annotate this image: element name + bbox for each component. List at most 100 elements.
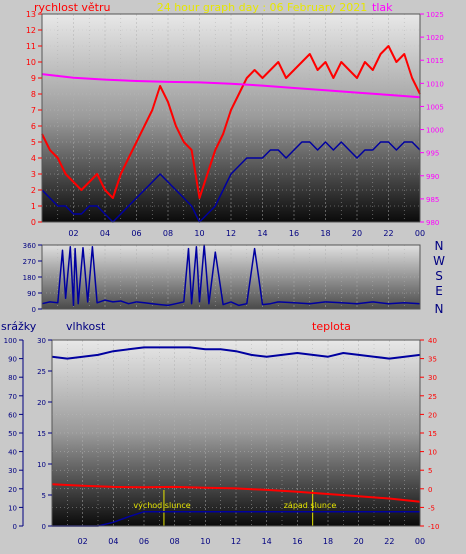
humidity-axis-tick-label: 15 bbox=[37, 430, 46, 438]
x-axis-tick-label: 20 bbox=[352, 229, 362, 238]
rain-axis-tick-label: 0 bbox=[13, 523, 17, 531]
temperature-axis-tick-label: 40 bbox=[428, 337, 437, 345]
temperature-axis-tick-label: 10 bbox=[428, 449, 437, 457]
temperature-axis-tick-label: 15 bbox=[428, 430, 437, 438]
x-axis-tick-label: 00 bbox=[415, 537, 425, 546]
rain-label: srážky bbox=[1, 320, 37, 333]
rain-axis-tick-label: 90 bbox=[8, 356, 17, 364]
right-axis-tick-label: 1020 bbox=[426, 34, 444, 42]
x-axis-tick-label: 22 bbox=[384, 537, 394, 546]
x-axis-tick-label: 20 bbox=[354, 537, 364, 546]
x-axis-tick-label: 16 bbox=[292, 537, 302, 546]
x-axis-tick-label: 08 bbox=[163, 229, 173, 238]
x-axis-tick-label: 18 bbox=[320, 229, 330, 238]
compass-label-s: S bbox=[435, 269, 443, 283]
rain-axis-tick-label: 100 bbox=[4, 337, 17, 345]
temperature-axis-tick-label: -10 bbox=[428, 523, 439, 531]
compass-label-e: E bbox=[435, 284, 443, 298]
right-axis-tick-label: 1015 bbox=[426, 57, 444, 65]
left-axis-tick-label: 12 bbox=[26, 26, 36, 35]
direction-axis-tick-label: 360 bbox=[23, 242, 36, 250]
left-axis-tick-label: 6 bbox=[31, 122, 36, 131]
right-axis-tick-label: 990 bbox=[426, 173, 439, 181]
left-axis-tick-label: 5 bbox=[31, 138, 36, 147]
left-axis-tick-label: 0 bbox=[31, 218, 36, 227]
temperature-axis-tick-label: -5 bbox=[428, 504, 435, 512]
x-axis-tick-label: 14 bbox=[257, 229, 267, 238]
right-axis-tick-label: 995 bbox=[426, 150, 439, 158]
humidity-panel-axes: 0102030405060708090100051015202530-10-50… bbox=[4, 337, 440, 546]
wind-panel-grid bbox=[42, 14, 421, 222]
x-axis-tick-label: 16 bbox=[289, 229, 299, 238]
left-axis-tick-label: 3 bbox=[31, 170, 36, 179]
rain-axis-tick-label: 20 bbox=[8, 486, 17, 494]
x-axis-tick-label: 10 bbox=[200, 537, 210, 546]
right-axis-tick-label: 980 bbox=[426, 219, 439, 227]
rain-axis-tick-label: 30 bbox=[8, 467, 17, 475]
x-axis-tick-label: 18 bbox=[323, 537, 333, 546]
humidity-label: vlhkost bbox=[66, 320, 106, 333]
left-axis-tick-label: 11 bbox=[26, 42, 36, 51]
pressure-line bbox=[41, 73, 421, 99]
left-axis-tick-label: 13 bbox=[26, 10, 36, 19]
wind-speed-line bbox=[41, 141, 421, 223]
x-axis-tick-label: 06 bbox=[131, 229, 141, 238]
x-axis-tick-label: 00 bbox=[415, 229, 425, 238]
right-axis-tick-label: 985 bbox=[426, 196, 439, 204]
temperature-axis-tick-label: 30 bbox=[428, 374, 437, 382]
compass-label-n2: N bbox=[435, 302, 444, 316]
humidity-line bbox=[51, 346, 421, 360]
wind-direction-line bbox=[41, 244, 421, 307]
x-axis-tick-label: 14 bbox=[262, 537, 272, 546]
temperature-line bbox=[51, 483, 421, 503]
right-axis-tick-label: 1000 bbox=[426, 127, 444, 135]
right-axis-tick-label: 1010 bbox=[426, 80, 444, 88]
wind-panel-frame bbox=[41, 13, 421, 223]
humidity-axis-tick-label: 5 bbox=[42, 492, 46, 500]
x-axis-tick-label: 10 bbox=[194, 229, 204, 238]
humidity-panel-grid bbox=[52, 340, 421, 526]
sun-markers bbox=[163, 490, 314, 526]
direction-axis-tick-label: 0 bbox=[32, 306, 36, 314]
temperature-axis-tick-label: 35 bbox=[428, 356, 437, 364]
temperature-axis-tick-label: 20 bbox=[428, 411, 437, 419]
wind-panel-series bbox=[41, 45, 421, 223]
pressure-label: tlak bbox=[372, 1, 393, 14]
rain-axis-tick-label: 40 bbox=[8, 449, 17, 457]
x-axis-tick-label: 08 bbox=[170, 537, 180, 546]
rain-axis-tick-label: 80 bbox=[8, 374, 17, 382]
left-axis-tick-label: 1 bbox=[31, 202, 36, 211]
left-axis-tick-label: 8 bbox=[31, 90, 36, 99]
x-axis-tick-label: 04 bbox=[108, 537, 118, 546]
x-axis-tick-label: 02 bbox=[68, 229, 78, 238]
right-axis-tick-label: 1025 bbox=[426, 11, 444, 19]
direction-panel-axes: 0 90 180 270 360 bbox=[23, 242, 42, 314]
direction-panel-series bbox=[41, 244, 421, 307]
x-axis-tick-label: 12 bbox=[231, 537, 241, 546]
humidity-axis-tick-label: 30 bbox=[37, 337, 46, 345]
humidity-axis-tick-label: 0 bbox=[42, 523, 46, 531]
rain-axis-tick-label: 70 bbox=[8, 393, 17, 401]
temperature-axis-tick-label: 25 bbox=[428, 393, 437, 401]
compass-labels: N W S E N bbox=[433, 239, 445, 316]
graph-title: 24 hour graph day : 06 February 2021 bbox=[157, 1, 368, 14]
x-axis-tick-label: 12 bbox=[226, 229, 236, 238]
left-axis-tick-label: 10 bbox=[26, 58, 36, 67]
direction-axis-tick-label: 270 bbox=[23, 258, 36, 266]
wind-speed-label: rychlost větru bbox=[34, 1, 110, 14]
left-axis-tick-label: 9 bbox=[31, 74, 36, 83]
x-axis-tick-label: 04 bbox=[100, 229, 110, 238]
gust-line bbox=[41, 45, 421, 199]
left-axis-tick-label: 2 bbox=[31, 186, 36, 195]
humidity-axis-tick-label: 10 bbox=[37, 461, 46, 469]
left-axis-tick-label: 4 bbox=[31, 154, 36, 163]
right-axis-tick-label: 1005 bbox=[426, 103, 444, 111]
temperature-label: teplota bbox=[312, 320, 351, 333]
temperature-axis-tick-label: 0 bbox=[428, 486, 432, 494]
x-axis-tick-label: 22 bbox=[383, 229, 393, 238]
sunset-label: západ slunce bbox=[284, 501, 337, 510]
compass-label-n1: N bbox=[435, 239, 444, 253]
rain-axis-tick-label: 10 bbox=[8, 504, 17, 512]
left-axis-tick-label: 7 bbox=[31, 106, 36, 115]
